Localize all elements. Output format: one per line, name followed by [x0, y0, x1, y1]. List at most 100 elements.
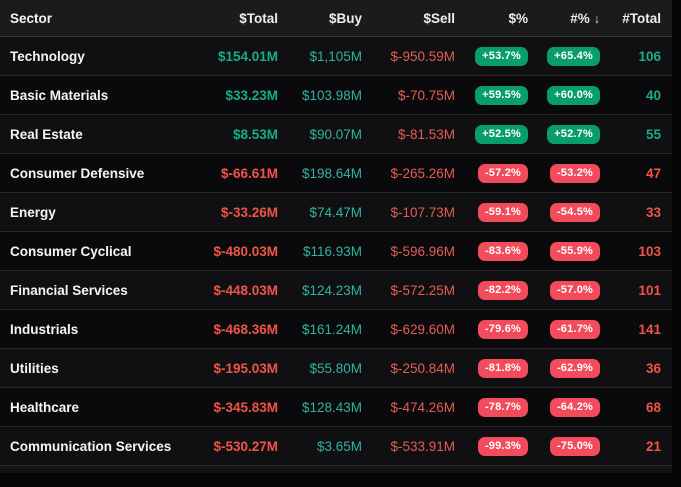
column-header-dollar-pct[interactable]: $%	[508, 10, 528, 26]
dollar-pct-cell: +53.7%	[455, 46, 528, 66]
table-row[interactable]: Healthcare $-345.83M $128.43M $-474.26M …	[0, 388, 672, 427]
total-value: $-530.27M	[213, 438, 278, 454]
buy-value: $74.47M	[309, 204, 362, 220]
sector-name: Real Estate	[10, 126, 83, 142]
sell-value: $-265.26M	[390, 165, 455, 181]
count-pct-cell: -57.0%	[528, 280, 600, 300]
sector-name: Communication Services	[10, 438, 172, 454]
column-header-sell[interactable]: $Sell	[423, 10, 455, 26]
sell-value: $-596.96M	[390, 243, 455, 259]
sector-name: Consumer Defensive	[10, 165, 145, 181]
sell-value: $-81.53M	[397, 126, 455, 142]
sell-value: $-629.60M	[390, 321, 455, 337]
sell-value: $-107.73M	[390, 204, 455, 220]
buy-value: $90.07M	[309, 126, 362, 142]
dollar-pct-cell: -81.8%	[455, 358, 528, 378]
dollar-pct-cell: -82.2%	[455, 280, 528, 300]
partial-next-row	[0, 466, 672, 473]
total-value: $33.23M	[225, 87, 278, 103]
dollar-pct-badge: -83.6%	[477, 241, 528, 261]
sector-name: Financial Services	[10, 282, 128, 298]
count-total-value: 21	[645, 438, 661, 454]
count-pct-badge: -61.7%	[549, 319, 600, 339]
count-total-value: 47	[645, 165, 661, 181]
count-total-value: 101	[638, 282, 661, 298]
dollar-pct-badge: -99.3%	[477, 436, 528, 456]
count-pct-badge: -55.9%	[549, 241, 600, 261]
count-pct-cell: +65.4%	[528, 46, 600, 66]
count-total-value: 103	[638, 243, 661, 259]
table-row[interactable]: Industrials $-468.36M $161.24M $-629.60M…	[0, 310, 672, 349]
count-total-value: 106	[638, 48, 661, 64]
count-pct-label: #%	[570, 10, 590, 26]
count-pct-cell: +52.7%	[528, 124, 600, 144]
buy-value: $3.65M	[316, 438, 362, 454]
dollar-pct-badge: +59.5%	[475, 85, 528, 105]
table-row[interactable]: Real Estate $8.53M $90.07M $-81.53M +52.…	[0, 115, 672, 154]
count-pct-cell: +60.0%	[528, 85, 600, 105]
total-value: $-195.03M	[213, 360, 278, 376]
column-header-count-total[interactable]: #Total	[622, 10, 661, 26]
total-value: $-448.03M	[213, 282, 278, 298]
dollar-pct-badge: -79.6%	[477, 319, 528, 339]
dollar-pct-badge: -82.2%	[477, 280, 528, 300]
count-total-value: 40	[645, 87, 661, 103]
count-total-value: 33	[645, 204, 661, 220]
total-value: $-345.83M	[213, 399, 278, 415]
column-header-sector[interactable]: Sector	[10, 10, 53, 26]
dollar-pct-cell: +52.5%	[455, 124, 528, 144]
buy-value: $103.98M	[301, 87, 362, 103]
table-row[interactable]: Basic Materials $33.23M $103.98M $-70.75…	[0, 76, 672, 115]
sector-name: Consumer Cyclical	[10, 243, 132, 259]
dollar-pct-badge: -78.7%	[477, 397, 528, 417]
column-header-buy[interactable]: $Buy	[328, 10, 362, 26]
table-row[interactable]: Consumer Defensive $-66.61M $198.64M $-2…	[0, 154, 672, 193]
total-value: $-66.61M	[220, 165, 278, 181]
table-body: Technology $154.01M $1,105M $-950.59M +5…	[0, 37, 672, 466]
count-pct-badge: -64.2%	[549, 397, 600, 417]
count-pct-badge: -53.2%	[549, 163, 600, 183]
dollar-pct-badge: +53.7%	[475, 46, 528, 66]
sector-name: Technology	[10, 48, 85, 64]
dollar-pct-cell: -99.3%	[455, 436, 528, 456]
column-header-count-pct[interactable]: #% ↓	[528, 11, 600, 26]
buy-value: $116.93M	[302, 243, 362, 259]
sector-name: Healthcare	[10, 399, 80, 415]
sector-name: Energy	[10, 204, 56, 220]
table-row[interactable]: Consumer Cyclical $-480.03M $116.93M $-5…	[0, 232, 672, 271]
dollar-pct-cell: -57.2%	[455, 163, 528, 183]
total-value: $-468.36M	[213, 321, 278, 337]
sell-value: $-950.59M	[390, 48, 455, 64]
count-pct-badge: -75.0%	[549, 436, 600, 456]
count-pct-cell: -64.2%	[528, 397, 600, 417]
table-header-row: Sector $Total $Buy $Sell $% #% ↓ #Total	[0, 0, 672, 37]
dollar-pct-cell: -78.7%	[455, 397, 528, 417]
table-row[interactable]: Financial Services $-448.03M $124.23M $-…	[0, 271, 672, 310]
count-pct-cell: -61.7%	[528, 319, 600, 339]
sector-flow-table: Sector $Total $Buy $Sell $% #% ↓ #Total T…	[0, 0, 672, 473]
count-total-value: 36	[645, 360, 661, 376]
total-value: $-480.03M	[213, 243, 278, 259]
sell-value: $-474.26M	[390, 399, 455, 415]
count-pct-badge: +60.0%	[547, 85, 600, 105]
dollar-pct-cell: -59.1%	[455, 202, 528, 222]
count-pct-cell: -53.2%	[528, 163, 600, 183]
column-header-total[interactable]: $Total	[239, 10, 278, 26]
count-pct-badge: +52.7%	[547, 124, 600, 144]
count-pct-cell: -54.5%	[528, 202, 600, 222]
buy-value: $198.64M	[301, 165, 362, 181]
sell-value: $-70.75M	[397, 87, 455, 103]
sell-value: $-250.84M	[390, 360, 455, 376]
buy-value: $161.24M	[301, 321, 362, 337]
count-pct-cell: -62.9%	[528, 358, 600, 378]
table-row[interactable]: Technology $154.01M $1,105M $-950.59M +5…	[0, 37, 672, 76]
dollar-pct-badge: +52.5%	[475, 124, 528, 144]
count-total-value: 141	[638, 321, 661, 337]
table-row[interactable]: Utilities $-195.03M $55.80M $-250.84M -8…	[0, 349, 672, 388]
count-pct-cell: -55.9%	[528, 241, 600, 261]
table-row[interactable]: Communication Services $-530.27M $3.65M …	[0, 427, 672, 466]
count-pct-badge: +65.4%	[547, 46, 600, 66]
buy-value: $124.23M	[301, 282, 362, 298]
sort-desc-icon[interactable]: ↓	[593, 11, 600, 26]
table-row[interactable]: Energy $-33.26M $74.47M $-107.73M -59.1%…	[0, 193, 672, 232]
